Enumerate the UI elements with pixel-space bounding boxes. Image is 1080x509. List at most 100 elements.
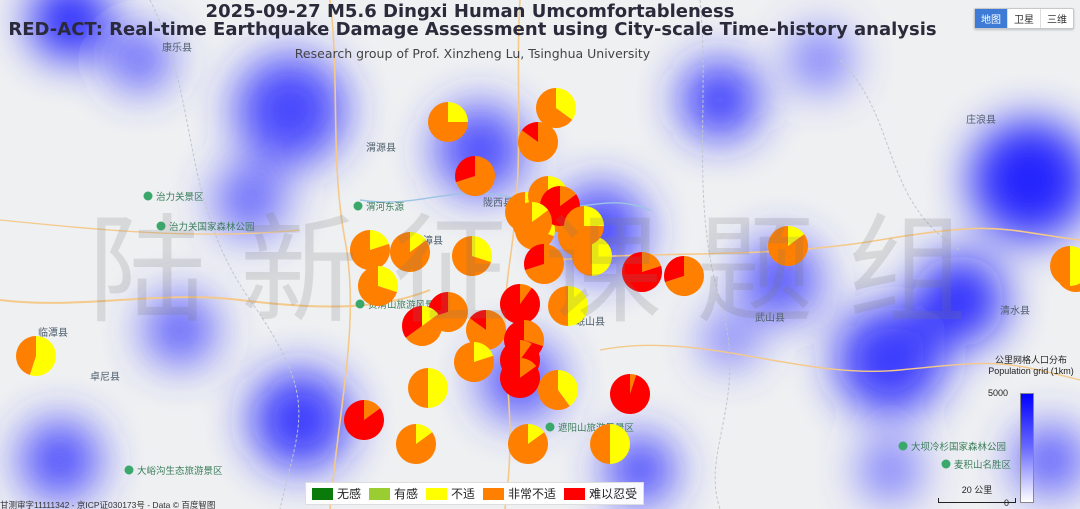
pie-slice bbox=[610, 374, 651, 415]
legend-item-felt: 有感 bbox=[369, 485, 418, 502]
pie-slice bbox=[455, 156, 475, 183]
legend-label: 非常不适 bbox=[508, 487, 557, 501]
site-pie[interactable] bbox=[466, 310, 507, 351]
pie-slice bbox=[520, 340, 532, 360]
place-labels: 漳县 渭源县 临潭县 卓尼县 清水县 庄浪县 陇西县 岷山县 康乐县 武山县 bbox=[38, 41, 1030, 383]
legend-label: 有感 bbox=[394, 487, 419, 501]
pie-slice bbox=[592, 236, 612, 276]
legend-label: 难以忍受 bbox=[589, 487, 638, 501]
place-label: 康乐县 bbox=[162, 41, 192, 54]
site-pie[interactable] bbox=[500, 358, 540, 398]
site-pie[interactable] bbox=[357, 266, 398, 306]
site-pie[interactable] bbox=[548, 286, 588, 326]
pie-slice bbox=[524, 244, 564, 285]
park-icon bbox=[156, 221, 166, 231]
site-pie[interactable] bbox=[508, 424, 549, 465]
pie-slice bbox=[390, 232, 430, 272]
pie-slice bbox=[548, 286, 568, 326]
site-pie[interactable] bbox=[428, 102, 468, 142]
place-label: 庄浪县 bbox=[966, 113, 996, 126]
pie-slice bbox=[499, 284, 540, 325]
pie-slice bbox=[528, 424, 545, 444]
pie-slice bbox=[416, 424, 433, 444]
site-pie-charts bbox=[16, 88, 1080, 465]
site-pie[interactable] bbox=[524, 244, 564, 285]
map-title: 2025-09-27 M5.6 Dingxi Human Umcomfortab… bbox=[205, 1, 735, 22]
pie-slice bbox=[536, 88, 573, 129]
site-pie[interactable] bbox=[499, 284, 540, 325]
map-type-satellite-button[interactable]: 卫星 bbox=[1007, 9, 1040, 28]
pie-slice bbox=[556, 88, 577, 120]
site-pie[interactable] bbox=[455, 156, 495, 197]
site-pie[interactable] bbox=[454, 342, 494, 382]
pie-slice bbox=[357, 266, 398, 306]
pie-slice bbox=[454, 342, 494, 382]
pie-slice bbox=[520, 358, 537, 378]
park-icon bbox=[353, 201, 363, 211]
site-pie[interactable] bbox=[390, 232, 430, 272]
site-pie[interactable] bbox=[564, 206, 604, 246]
pie-slice bbox=[572, 236, 592, 276]
population-colorbar bbox=[1020, 393, 1034, 503]
pie-slice bbox=[378, 266, 398, 293]
pie-slice bbox=[508, 424, 549, 465]
pie-slice bbox=[568, 286, 588, 326]
site-pie[interactable] bbox=[402, 306, 442, 347]
site-pie[interactable] bbox=[408, 368, 448, 408]
pie-slice bbox=[364, 400, 381, 420]
site-pie[interactable] bbox=[16, 336, 57, 376]
place-label: 渭源县 bbox=[366, 141, 396, 154]
site-pie[interactable] bbox=[537, 370, 578, 410]
discomfort-legend: 无感 有感 不适 非常不适 难以忍受 bbox=[305, 482, 645, 505]
park-icon bbox=[124, 465, 134, 475]
pie-slice bbox=[472, 236, 492, 263]
pie-slice bbox=[521, 122, 538, 142]
site-pie[interactable] bbox=[664, 256, 704, 296]
site-pie[interactable] bbox=[768, 226, 809, 267]
pie-slice bbox=[664, 256, 704, 296]
pie-slice bbox=[1070, 246, 1080, 286]
population-legend-title: 公里网格人口分布 bbox=[994, 355, 1067, 365]
site-pie[interactable] bbox=[1050, 246, 1080, 286]
place-label: 陇西县 bbox=[483, 196, 513, 209]
park-label: 大坝冷杉国家森林公园 bbox=[911, 441, 1006, 453]
site-pie[interactable] bbox=[451, 236, 492, 276]
site-pie[interactable] bbox=[590, 424, 630, 464]
pie-slice bbox=[428, 102, 468, 142]
site-pie[interactable] bbox=[610, 374, 651, 415]
pie-slice bbox=[630, 374, 637, 394]
scale-bar-line bbox=[938, 498, 1016, 503]
site-pie[interactable] bbox=[396, 424, 437, 465]
site-pie[interactable] bbox=[350, 230, 391, 270]
site-pie[interactable] bbox=[518, 122, 558, 162]
map-copyright: 甘测审字11111342 - 京ICP证030173号 - Data © 百度智… bbox=[0, 500, 216, 509]
pie-slice bbox=[1050, 246, 1070, 286]
pie-slice bbox=[500, 358, 540, 398]
site-pie[interactable] bbox=[343, 400, 384, 440]
pie-slice bbox=[558, 370, 578, 407]
site-pie[interactable] bbox=[572, 236, 612, 276]
pie-slice bbox=[405, 314, 442, 347]
legend-item-unbearable: 难以忍受 bbox=[564, 485, 637, 502]
pie-slice bbox=[532, 202, 549, 222]
site-pie[interactable] bbox=[512, 202, 552, 242]
legend-swatch bbox=[564, 487, 586, 500]
map-type-3d-button[interactable]: 三维 bbox=[1040, 9, 1073, 28]
legend-item-none: 无感 bbox=[312, 485, 361, 502]
park-label: 治力关景区 bbox=[156, 191, 204, 203]
scale-bar-label: 20 公里 bbox=[961, 485, 993, 495]
park-icon bbox=[143, 191, 153, 201]
pie-slice bbox=[448, 102, 468, 122]
site-pie[interactable] bbox=[622, 252, 662, 292]
place-label: 清水县 bbox=[1000, 304, 1030, 317]
map-type-map-button[interactable]: 地图 bbox=[975, 9, 1007, 28]
pie-slice bbox=[474, 342, 494, 362]
pie-slice bbox=[451, 236, 492, 276]
park-label: 渭河东源 bbox=[366, 201, 405, 213]
pie-slice bbox=[788, 226, 805, 246]
pie-slice bbox=[664, 256, 684, 283]
pie-slice bbox=[350, 230, 391, 270]
site-pie[interactable] bbox=[536, 88, 577, 129]
